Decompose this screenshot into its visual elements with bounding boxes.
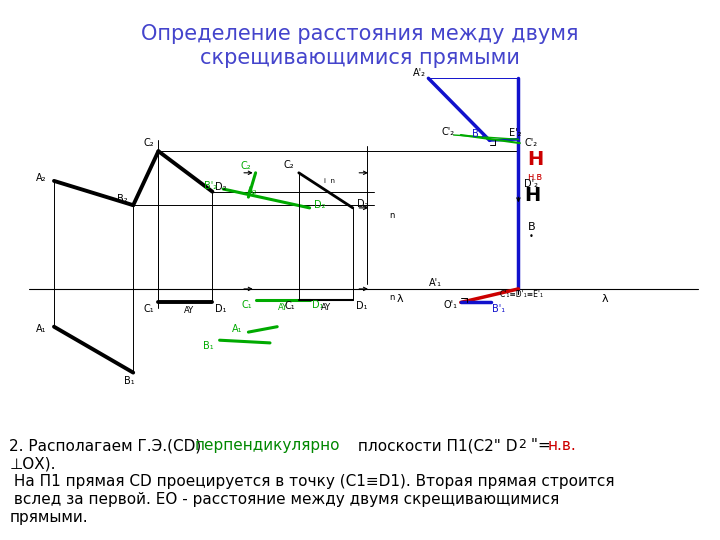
Text: C₁: C₁ [242, 300, 252, 310]
Text: B₁: B₁ [204, 341, 214, 350]
Text: D₁: D₁ [356, 301, 367, 311]
Text: н.в: н.в [527, 172, 543, 182]
Text: плоскости П1(С2" D: плоскости П1(С2" D [353, 438, 517, 454]
Text: C₁: C₁ [284, 301, 294, 311]
Text: •: • [529, 232, 534, 241]
Text: D'₂: D'₂ [524, 179, 539, 188]
Text: C₂: C₂ [241, 161, 251, 171]
Text: Определение расстояния между двумя
скрещивающимися прямыми: Определение расстояния между двумя скрещ… [141, 24, 579, 68]
Text: n: n [390, 293, 395, 301]
Text: O'₁: O'₁ [443, 300, 457, 310]
Text: A₂: A₂ [36, 173, 46, 183]
Text: D₂: D₂ [357, 199, 369, 208]
Text: B'₂: B'₂ [204, 181, 217, 191]
Text: A'₂: A'₂ [413, 68, 426, 78]
Text: Н: Н [525, 186, 541, 205]
Text: Н: Н [527, 150, 543, 169]
Text: λ: λ [396, 294, 403, 303]
Text: 2: 2 [518, 438, 526, 451]
Text: B: B [528, 222, 535, 232]
Text: 2. Располагаем Г.Э.(СD): 2. Располагаем Г.Э.(СD) [9, 438, 207, 454]
Text: D₂: D₂ [314, 200, 325, 210]
Text: C₂: C₂ [144, 138, 154, 148]
Text: λ: λ [601, 294, 608, 303]
Text: C'₂: C'₂ [525, 138, 538, 148]
Text: D₁: D₁ [312, 300, 324, 310]
Text: C₂: C₂ [284, 160, 294, 170]
Text: D₂: D₂ [215, 183, 227, 192]
Text: ⊥ОХ).: ⊥ОХ). [9, 456, 56, 471]
Text: перпендикулярно: перпендикулярно [194, 438, 340, 454]
Text: вслед за первой. ЕО - расстояние между двумя скрещивающимися: вслед за первой. ЕО - расстояние между д… [9, 492, 559, 507]
Text: A₁: A₁ [36, 325, 46, 334]
Text: B'₂: B'₂ [472, 129, 485, 139]
Text: "=: "= [526, 438, 555, 454]
Text: B₂: B₂ [117, 194, 127, 204]
Text: н.в.: н.в. [547, 438, 576, 454]
Text: A₂: A₂ [247, 186, 257, 195]
Text: A₁: A₁ [233, 325, 243, 334]
Text: прямыми.: прямыми. [9, 510, 88, 525]
Text: AY: AY [184, 306, 194, 315]
Text: C₁: C₁ [144, 304, 154, 314]
Text: AY: AY [277, 303, 288, 312]
Text: На П1 прямая CD проецируется в точку (С1≡D1). Вторая прямая строится: На П1 прямая CD проецируется в точку (С1… [9, 474, 615, 489]
Text: i  n: i n [324, 178, 335, 184]
Text: E'₂: E'₂ [508, 128, 521, 138]
Text: AY: AY [320, 303, 331, 312]
Text: D₁: D₁ [215, 304, 227, 314]
Text: C'₂: C'₂ [441, 127, 454, 137]
Text: B'₁: B'₁ [492, 304, 505, 314]
Text: B₁: B₁ [125, 376, 135, 386]
Text: n: n [390, 212, 395, 220]
Text: C'₁≡D'₁≡E'₁: C'₁≡D'₁≡E'₁ [500, 290, 544, 299]
Text: A'₁: A'₁ [429, 279, 442, 288]
